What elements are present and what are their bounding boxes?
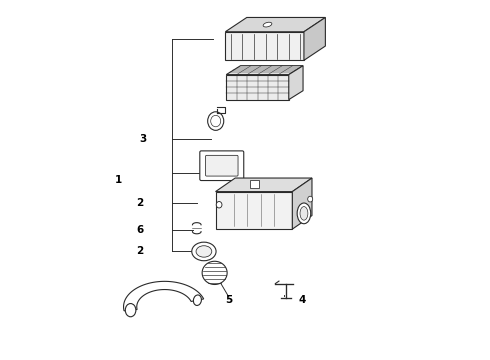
Polygon shape (216, 192, 293, 229)
FancyBboxPatch shape (205, 156, 238, 176)
Text: 3: 3 (140, 134, 147, 144)
Ellipse shape (300, 207, 308, 220)
Polygon shape (226, 66, 303, 75)
Polygon shape (202, 261, 227, 284)
Polygon shape (289, 66, 303, 100)
FancyBboxPatch shape (200, 151, 244, 180)
Text: 2: 2 (136, 198, 143, 208)
Ellipse shape (196, 246, 212, 257)
Bar (250, 180, 259, 188)
Text: 2: 2 (136, 247, 143, 256)
Ellipse shape (216, 202, 222, 208)
Ellipse shape (308, 196, 313, 202)
Polygon shape (225, 18, 325, 32)
Ellipse shape (297, 203, 311, 224)
Ellipse shape (211, 115, 220, 127)
Ellipse shape (192, 242, 216, 261)
Polygon shape (293, 178, 312, 229)
Polygon shape (123, 282, 204, 311)
Text: 1: 1 (115, 175, 122, 185)
Ellipse shape (263, 22, 272, 27)
Polygon shape (216, 178, 312, 192)
Ellipse shape (194, 295, 201, 306)
Polygon shape (304, 18, 325, 60)
Text: 6: 6 (136, 225, 143, 235)
Text: 5: 5 (225, 295, 233, 305)
Polygon shape (226, 75, 289, 100)
Ellipse shape (125, 303, 136, 317)
Polygon shape (225, 32, 304, 60)
Ellipse shape (208, 112, 224, 130)
Text: 4: 4 (298, 295, 306, 305)
